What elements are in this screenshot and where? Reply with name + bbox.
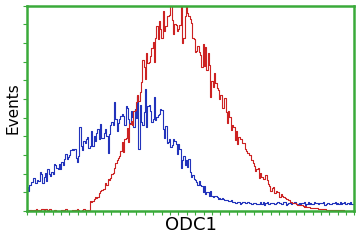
X-axis label: ODC1: ODC1 [165,216,217,234]
Y-axis label: Events: Events [5,82,21,134]
